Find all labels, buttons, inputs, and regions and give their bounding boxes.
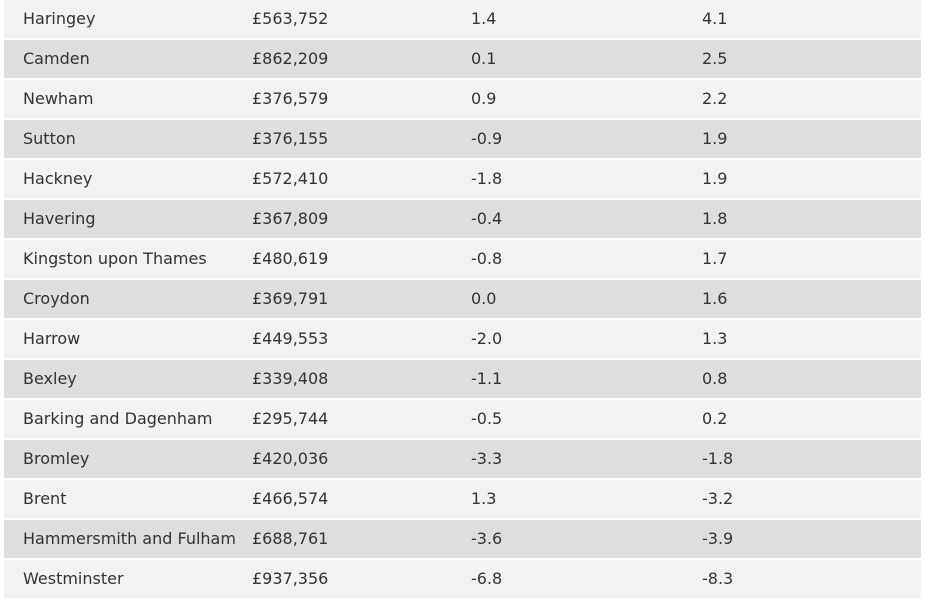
table-row: Bromley £420,036 -3.3 -1.8 [4, 440, 921, 480]
change-a-cell: 1.4 [471, 9, 497, 28]
change-b-cell: -8.3 [702, 569, 734, 588]
price-cell: £563,752 [252, 9, 329, 28]
change-b-cell: 1.9 [702, 169, 728, 188]
borough-cell: Bexley [23, 369, 77, 388]
change-a-cell: -3.3 [471, 449, 503, 468]
price-cell: £367,809 [252, 209, 329, 228]
change-b-cell: -3.9 [702, 529, 734, 548]
price-cell: £937,356 [252, 569, 329, 588]
change-a-cell: -6.8 [471, 569, 503, 588]
table-row: Hammersmith and Fulham £688,761 -3.6 -3.… [4, 520, 921, 560]
borough-cell: Brent [23, 489, 67, 508]
borough-price-table: Haringey £563,752 1.4 4.1 Camden £862,20… [4, 0, 921, 600]
change-a-cell: -0.9 [471, 129, 503, 148]
borough-cell: Bromley [23, 449, 90, 468]
borough-cell: Kingston upon Thames [23, 249, 207, 268]
change-a-cell: 0.0 [471, 289, 497, 308]
borough-cell: Havering [23, 209, 96, 228]
price-cell: £572,410 [252, 169, 329, 188]
borough-cell: Camden [23, 49, 90, 68]
change-b-cell: 1.6 [702, 289, 728, 308]
change-b-cell: -3.2 [702, 489, 734, 508]
change-a-cell: 0.9 [471, 89, 497, 108]
table-row: Harrow £449,553 -2.0 1.3 [4, 320, 921, 360]
borough-cell: Westminster [23, 569, 124, 588]
borough-cell: Hammersmith and Fulham [23, 529, 236, 548]
change-b-cell: 1.7 [702, 249, 728, 268]
borough-cell: Croydon [23, 289, 90, 308]
table-row: Croydon £369,791 0.0 1.6 [4, 280, 921, 320]
table-row: Brent £466,574 1.3 -3.2 [4, 480, 921, 520]
price-cell: £480,619 [252, 249, 329, 268]
change-a-cell: 0.1 [471, 49, 497, 68]
price-cell: £466,574 [252, 489, 329, 508]
change-b-cell: 4.1 [702, 9, 728, 28]
price-cell: £295,744 [252, 409, 329, 428]
table-row: Newham £376,579 0.9 2.2 [4, 80, 921, 120]
change-a-cell: -2.0 [471, 329, 503, 348]
table-row: Haringey £563,752 1.4 4.1 [4, 0, 921, 40]
borough-cell: Sutton [23, 129, 76, 148]
borough-cell: Newham [23, 89, 94, 108]
change-a-cell: -3.6 [471, 529, 503, 548]
table-row: Hackney £572,410 -1.8 1.9 [4, 160, 921, 200]
table-row: Sutton £376,155 -0.9 1.9 [4, 120, 921, 160]
price-cell: £376,155 [252, 129, 329, 148]
change-b-cell: 0.8 [702, 369, 728, 388]
price-cell: £449,553 [252, 329, 329, 348]
change-b-cell: -1.8 [702, 449, 734, 468]
price-cell: £376,579 [252, 89, 329, 108]
borough-cell: Haringey [23, 9, 96, 28]
table-row: Kingston upon Thames £480,619 -0.8 1.7 [4, 240, 921, 280]
change-b-cell: 1.9 [702, 129, 728, 148]
table-row: Westminster £937,356 -6.8 -8.3 [4, 560, 921, 600]
table-row: Camden £862,209 0.1 2.5 [4, 40, 921, 80]
change-a-cell: -0.4 [471, 209, 503, 228]
table-row: Havering £367,809 -0.4 1.8 [4, 200, 921, 240]
price-cell: £420,036 [252, 449, 329, 468]
change-a-cell: -0.5 [471, 409, 503, 428]
table-row: Bexley £339,408 -1.1 0.8 [4, 360, 921, 400]
price-cell: £862,209 [252, 49, 329, 68]
change-b-cell: 1.8 [702, 209, 728, 228]
change-b-cell: 1.3 [702, 329, 728, 348]
price-cell: £369,791 [252, 289, 329, 308]
change-a-cell: 1.3 [471, 489, 497, 508]
price-cell: £688,761 [252, 529, 329, 548]
borough-cell: Harrow [23, 329, 81, 348]
change-b-cell: 0.2 [702, 409, 728, 428]
table-row: Barking and Dagenham £295,744 -0.5 0.2 [4, 400, 921, 440]
change-b-cell: 2.5 [702, 49, 728, 68]
change-a-cell: -1.8 [471, 169, 503, 188]
borough-cell: Hackney [23, 169, 93, 188]
price-cell: £339,408 [252, 369, 329, 388]
change-a-cell: -0.8 [471, 249, 503, 268]
borough-cell: Barking and Dagenham [23, 409, 213, 428]
change-b-cell: 2.2 [702, 89, 728, 108]
change-a-cell: -1.1 [471, 369, 503, 388]
